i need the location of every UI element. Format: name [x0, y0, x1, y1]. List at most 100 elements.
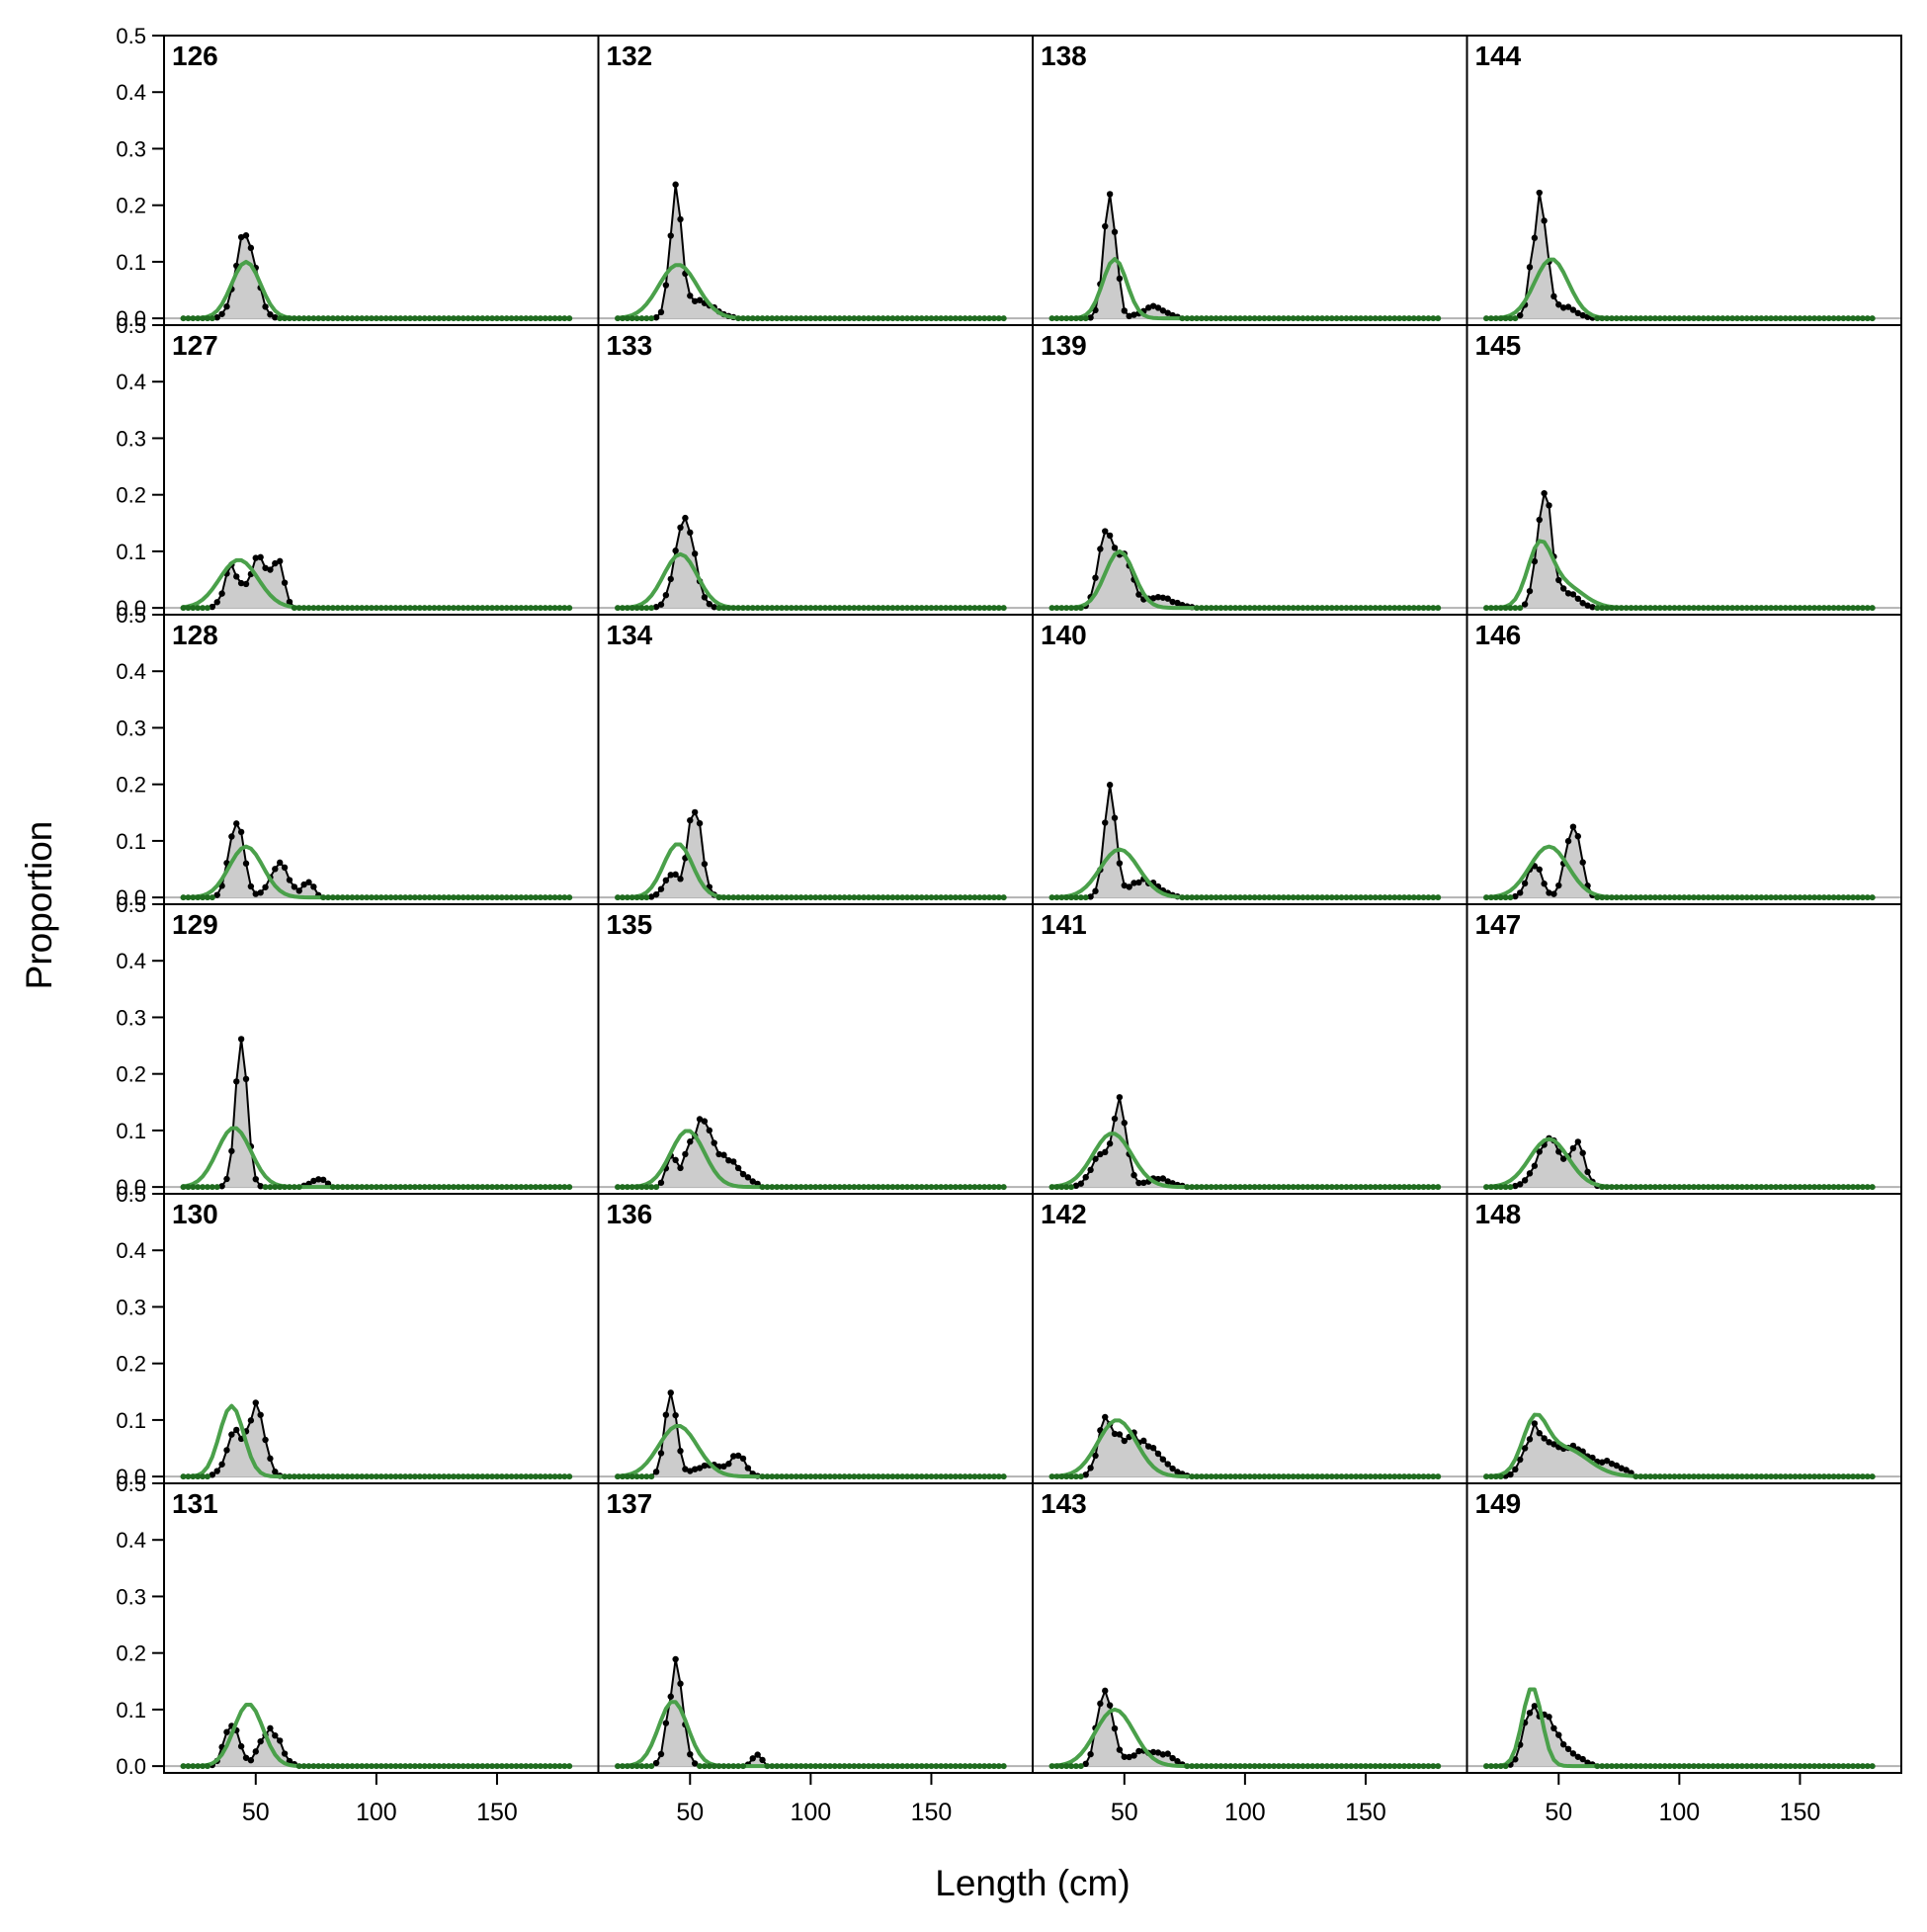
zero-point [1840, 605, 1847, 612]
zero-point [990, 894, 997, 901]
observed-point [1541, 489, 1548, 497]
zero-point [933, 315, 940, 322]
zero-point [1338, 605, 1345, 612]
zero-point [1483, 1763, 1490, 1770]
observed-point [667, 575, 674, 583]
zero-point [1276, 1473, 1283, 1480]
zero-point [446, 605, 453, 612]
observed-point [701, 1462, 709, 1470]
observed-point [682, 1150, 689, 1158]
zero-point [1502, 315, 1509, 322]
zero-point [648, 315, 655, 322]
zero-point [397, 1763, 404, 1770]
zero-point [200, 894, 207, 901]
observed-point [1154, 593, 1162, 601]
zero-point [1797, 315, 1803, 322]
observed-point [1087, 1750, 1094, 1758]
zero-point [880, 1473, 886, 1480]
zero-point [1203, 1473, 1210, 1480]
zero-point [865, 605, 872, 612]
zero-point [894, 605, 901, 612]
zero-point [1367, 1763, 1374, 1770]
zero-point [364, 605, 371, 612]
zero-point [1000, 1184, 1007, 1191]
zero-point [474, 605, 481, 612]
zero-point [793, 1763, 799, 1770]
zero-point [392, 605, 399, 612]
zero-point [624, 605, 630, 612]
zero-point [460, 1473, 466, 1480]
observed-point [662, 282, 670, 289]
zero-point [990, 1184, 997, 1191]
zero-point [802, 1473, 809, 1480]
zero-point [1671, 605, 1678, 612]
zero-point [1420, 315, 1427, 322]
zero-point [1072, 1473, 1079, 1480]
observed-point [233, 1078, 240, 1085]
zero-point [1396, 1763, 1403, 1770]
zero-point [1348, 1763, 1355, 1770]
zero-point [387, 894, 394, 901]
observed-point [749, 1755, 756, 1762]
observed-point [1550, 1724, 1557, 1732]
zero-point [479, 894, 486, 901]
zero-point [1792, 315, 1799, 322]
zero-point [1681, 894, 1688, 901]
y-tick-label: 0.3 [116, 1584, 146, 1609]
zero-point [865, 315, 872, 322]
zero-point [339, 1763, 346, 1770]
zero-point [1666, 894, 1673, 901]
zero-point [1420, 605, 1427, 612]
zero-point [1850, 894, 1857, 901]
zero-point [1222, 1473, 1229, 1480]
zero-point [633, 1473, 640, 1480]
observed-point [682, 1466, 689, 1472]
y-tick-label: 0.4 [116, 80, 146, 105]
y-tick-label: 0.3 [116, 715, 146, 740]
zero-point [749, 894, 756, 901]
zero-point [533, 315, 540, 322]
zero-point [1864, 894, 1871, 901]
zero-point [1628, 894, 1634, 901]
zero-point [812, 1184, 819, 1191]
zero-point [1628, 1184, 1634, 1191]
y-tick-label: 0.2 [116, 1062, 146, 1087]
observed-point [237, 1742, 245, 1750]
zero-point [1710, 605, 1717, 612]
zero-point [359, 1473, 366, 1480]
zero-point [1184, 1184, 1191, 1191]
zero-point [1227, 1473, 1234, 1480]
zero-point [990, 1763, 997, 1770]
zero-point [957, 1184, 964, 1191]
zero-point [1343, 1184, 1350, 1191]
zero-point [1487, 1184, 1494, 1191]
zero-point [1738, 894, 1745, 901]
zero-point [349, 1763, 356, 1770]
zero-point [377, 1763, 384, 1770]
zero-point [846, 894, 853, 901]
zero-point [291, 315, 297, 322]
zero-point [209, 1184, 215, 1191]
zero-point [546, 315, 553, 322]
observed-point [213, 314, 220, 321]
zero-point [1314, 1184, 1321, 1191]
zero-point [1198, 1184, 1205, 1191]
zero-point [1661, 315, 1668, 322]
zero-point [1676, 1473, 1683, 1480]
zero-point [1497, 605, 1504, 612]
zero-point [774, 315, 781, 322]
zero-point [397, 894, 404, 901]
zero-point [889, 1763, 896, 1770]
panel-border [163, 35, 600, 326]
zero-point [325, 605, 332, 612]
zero-point [1251, 1473, 1258, 1480]
zero-point [1222, 1763, 1229, 1770]
observed-point [1555, 1731, 1562, 1738]
panel-label: 127 [172, 330, 218, 361]
zero-point [1507, 1184, 1514, 1191]
observed-point [1111, 1724, 1119, 1732]
panel-border [597, 903, 1034, 1195]
zero-point [1695, 315, 1702, 322]
zero-point [431, 894, 438, 901]
zero-point [1048, 605, 1055, 612]
